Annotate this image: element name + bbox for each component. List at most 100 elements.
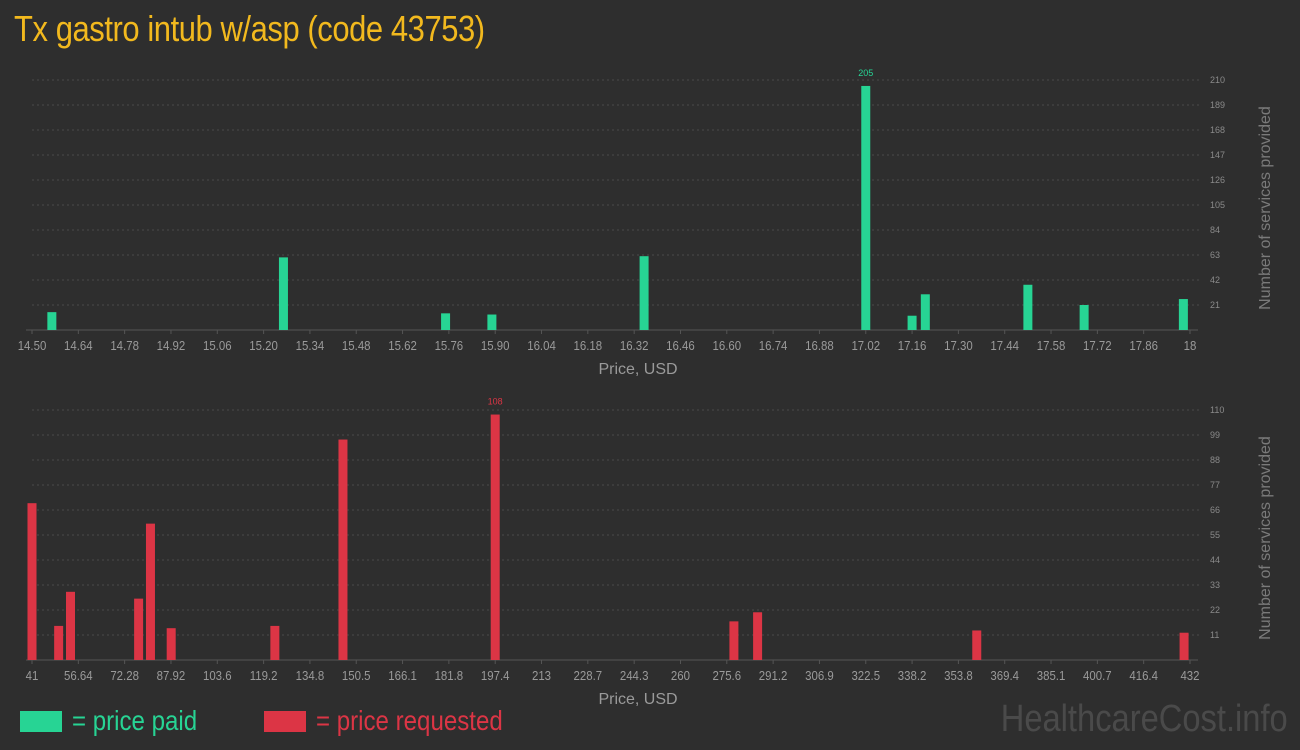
y-tick-label: 63 — [1210, 250, 1220, 260]
x-tick-label: 15.90 — [481, 338, 510, 353]
x-tick-label: 306.9 — [805, 668, 834, 683]
x-tick-label: 353.8 — [944, 668, 973, 683]
y-tick-label: 147 — [1210, 150, 1225, 160]
legend-label-requested: = price requested — [315, 705, 503, 736]
bar — [487, 314, 497, 330]
bar — [639, 256, 649, 330]
x-tick-label: 134.8 — [296, 668, 325, 683]
x-tick-label: 16.88 — [805, 338, 834, 353]
x-tick-label: 103.6 — [203, 668, 232, 683]
bar — [166, 628, 176, 660]
watermark: HealthcareCost.info — [1000, 698, 1288, 740]
x-tick-label: 416.4 — [1129, 668, 1158, 683]
x-tick-label: 16.60 — [712, 338, 741, 353]
x-tick-label: 17.72 — [1083, 338, 1112, 353]
legend-swatch-paid — [20, 710, 62, 732]
x-tick-label: 322.5 — [851, 668, 880, 683]
x-tick-label: 17.44 — [990, 338, 1019, 353]
y-tick-label: 11 — [1210, 630, 1219, 640]
x-tick-label: 17.16 — [898, 338, 927, 353]
legend-item-paid: = price paid — [20, 705, 218, 737]
legend-item-requested: = price requested — [263, 705, 533, 737]
x-tick-label: 56.64 — [64, 668, 93, 683]
y-tick-label: 42 — [1210, 275, 1220, 285]
bar — [753, 612, 763, 660]
x-tick-label: 15.48 — [342, 338, 371, 353]
bar — [907, 315, 917, 330]
x-axis-title: Price, USD — [598, 691, 677, 708]
x-tick-label: 14.92 — [157, 338, 186, 353]
x-tick-label: 16.46 — [666, 338, 695, 353]
x-tick-label: 17.58 — [1037, 338, 1066, 353]
x-tick-label: 17.02 — [851, 338, 880, 353]
y-axis-title: Number of services provided — [1257, 106, 1274, 310]
bar — [145, 523, 155, 660]
y-tick-label: 55 — [1210, 530, 1220, 540]
x-tick-label: 16.32 — [620, 338, 649, 353]
bar — [54, 625, 64, 660]
bar — [441, 313, 451, 330]
y-tick-label: 66 — [1210, 505, 1220, 515]
bar — [920, 294, 930, 330]
x-tick-label: 72.28 — [110, 668, 139, 683]
bar — [27, 503, 37, 660]
y-tick-label: 77 — [1210, 480, 1220, 490]
bar — [338, 439, 348, 660]
legend-label-paid: = price paid — [72, 705, 198, 736]
bar-data-label: 205 — [858, 68, 873, 78]
x-tick-label: 16.04 — [527, 338, 556, 353]
bar — [729, 621, 739, 660]
chart-price-paid: 21 42 63 84 105 126 147 168 189 210 14.50 14.64 14.7… — [18, 68, 1274, 378]
x-tick-label: 260 — [671, 668, 690, 683]
x-tick-label: 15.76 — [435, 338, 464, 353]
chart-price-requested: 11 22 33 44 55 66 77 88 99 110 41 56.64 72.28 87.92 10… — [26, 397, 1274, 708]
y-tick-label: 210 — [1210, 75, 1225, 85]
x-tick-label: 213 — [532, 668, 551, 683]
x-tick-label: 150.5 — [342, 668, 371, 683]
x-tick-label: 244.3 — [620, 668, 649, 683]
x-tick-label: 17.86 — [1129, 338, 1158, 353]
y-tick-label: 33 — [1210, 580, 1220, 590]
bar — [972, 630, 982, 660]
x-tick-label: 15.06 — [203, 338, 232, 353]
bar — [66, 591, 76, 660]
y-tick-label: 189 — [1210, 100, 1225, 110]
bar — [270, 625, 280, 660]
x-tick-label: 18 — [1184, 338, 1197, 353]
x-axis-title: Price, USD — [598, 361, 677, 378]
x-tick-label: 15.62 — [388, 338, 417, 353]
y-tick-label: 21 — [1210, 300, 1220, 310]
x-tick-label: 338.2 — [898, 668, 927, 683]
x-tick-label: 400.7 — [1083, 668, 1112, 683]
bar — [1178, 299, 1188, 330]
page-title: Tx gastro intub w/asp (code 43753) — [14, 8, 485, 49]
y-axis-title: Number of services provided — [1257, 436, 1274, 640]
y-tick-label: 110 — [1210, 405, 1224, 415]
x-tick-label: 432 — [1180, 668, 1199, 683]
x-tick-label: 369.4 — [990, 668, 1019, 683]
x-tick-label: 228.7 — [574, 668, 603, 683]
y-tick-label: 126 — [1210, 175, 1225, 185]
x-tick-label: 275.6 — [712, 668, 741, 683]
x-tick-label: 16.18 — [574, 338, 603, 353]
bar — [861, 85, 871, 330]
x-tick-label: 197.4 — [481, 668, 510, 683]
x-tick-label: 41 — [26, 668, 39, 683]
x-tick-label: 14.78 — [110, 338, 139, 353]
bar — [1023, 284, 1033, 330]
x-tick-label: 17.30 — [944, 338, 973, 353]
x-tick-label: 16.74 — [759, 338, 788, 353]
y-tick-label: 168 — [1210, 125, 1225, 135]
y-tick-label: 88 — [1210, 455, 1220, 465]
x-tick-label: 181.8 — [435, 668, 464, 683]
legend-swatch-requested — [263, 710, 306, 732]
x-tick-label: 385.1 — [1037, 668, 1066, 683]
x-tick-label: 15.34 — [296, 338, 325, 353]
legend: = price paid = price requested — [20, 703, 579, 739]
y-tick-label: 44 — [1210, 555, 1220, 565]
x-tick-label: 87.92 — [157, 668, 186, 683]
bar — [47, 312, 57, 330]
x-tick-label: 14.50 — [18, 338, 47, 353]
x-tick-label: 14.64 — [64, 338, 93, 353]
x-tick-label: 119.2 — [250, 668, 278, 683]
